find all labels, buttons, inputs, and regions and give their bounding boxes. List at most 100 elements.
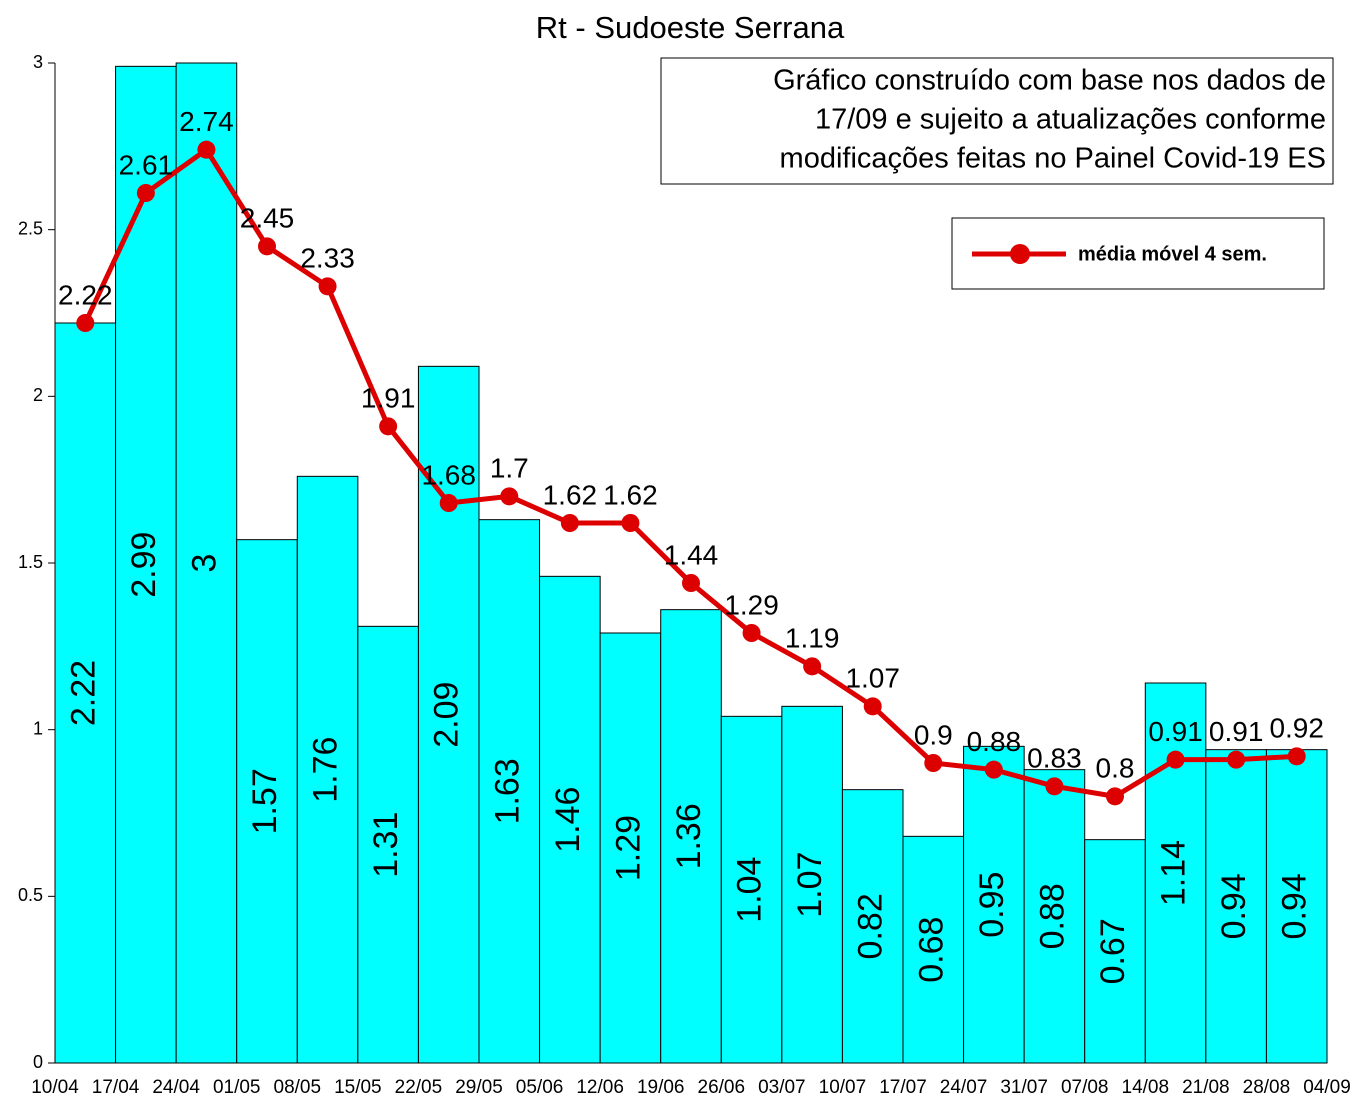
bar xyxy=(902,835,965,1064)
y-tick-label: 0 xyxy=(33,1052,43,1072)
bar-label: 1.07 xyxy=(791,852,829,918)
bar-label: 0.94 xyxy=(1215,873,1253,939)
x-tick-label: 07/08 xyxy=(1061,1077,1109,1098)
bar-label: 0.67 xyxy=(1094,918,1132,984)
bar xyxy=(1084,839,1146,1064)
x-tick-label: 24/07 xyxy=(940,1077,988,1098)
point-label: 2.33 xyxy=(300,243,355,274)
marker xyxy=(76,314,95,332)
marker xyxy=(136,184,155,202)
y-tick-label: 1 xyxy=(33,718,43,738)
marker xyxy=(1166,750,1185,769)
bar xyxy=(599,632,662,1064)
bar xyxy=(1265,749,1328,1064)
marker xyxy=(682,574,700,592)
marker xyxy=(1045,777,1064,796)
point-label: 2.61 xyxy=(119,149,174,180)
bar xyxy=(720,715,783,1064)
marker xyxy=(803,657,822,676)
bar xyxy=(841,789,904,1064)
x-tick-label: 29/05 xyxy=(455,1077,503,1098)
marker xyxy=(560,514,579,532)
bar-label: 1.46 xyxy=(549,787,587,853)
bar-label: 2.22 xyxy=(64,660,102,726)
point-label: 1.44 xyxy=(664,539,719,570)
point-label: 0.88 xyxy=(967,726,1022,757)
point-label: 1.07 xyxy=(845,663,900,694)
bar-label: 0.82 xyxy=(852,893,890,959)
bar-label: 1.14 xyxy=(1155,840,1193,906)
bar-label: 1.04 xyxy=(731,857,769,923)
point-label: 1.62 xyxy=(543,479,598,510)
marker xyxy=(258,237,276,256)
point-label: 1.91 xyxy=(361,383,416,414)
bar-label: 0.88 xyxy=(1033,883,1071,949)
x-tick-label: 19/06 xyxy=(637,1077,685,1098)
bar xyxy=(660,609,722,1064)
point-label: 0.83 xyxy=(1027,743,1082,774)
legend-marker xyxy=(1010,244,1030,264)
bar-label: 1.76 xyxy=(307,737,345,803)
bar-label: 2.99 xyxy=(125,532,163,598)
y-tick-label: 3 xyxy=(33,52,43,72)
bar xyxy=(781,705,843,1064)
x-tick-label: 10/04 xyxy=(31,1077,79,1098)
marker xyxy=(924,754,943,772)
point-label: 1.29 xyxy=(724,589,779,620)
bar-label: 1.29 xyxy=(609,815,647,881)
bar-label: 1.31 xyxy=(367,812,405,878)
x-tick-label: 14/08 xyxy=(1122,1077,1170,1098)
marker xyxy=(318,277,337,296)
marker xyxy=(379,417,398,436)
point-label: 2.45 xyxy=(240,203,295,234)
point-label: 0.8 xyxy=(1096,753,1135,784)
bar xyxy=(1144,682,1207,1064)
annotation-box xyxy=(660,57,1334,185)
x-tick-label: 03/07 xyxy=(758,1077,806,1098)
annotation-line: modificações feitas no Painel Covid-19 E… xyxy=(780,143,1326,175)
x-tick-label: 10/07 xyxy=(819,1077,867,1098)
point-label: 1.62 xyxy=(603,479,658,510)
bar-label: 1.36 xyxy=(670,803,708,869)
x-tick-label: 17/04 xyxy=(92,1077,140,1098)
bar-label: 1.63 xyxy=(488,758,526,824)
bar xyxy=(1205,749,1267,1064)
bar-label: 0.94 xyxy=(1276,873,1314,939)
point-label: 0.92 xyxy=(1269,713,1324,744)
bar xyxy=(539,575,601,1064)
bar-label: 0.95 xyxy=(973,872,1011,938)
point-label: 0.91 xyxy=(1148,716,1203,747)
bar-label: 2.09 xyxy=(428,682,466,748)
point-label: 1.19 xyxy=(785,623,840,654)
marker xyxy=(1106,787,1124,806)
x-tick-label: 01/05 xyxy=(213,1077,261,1098)
point-label: 2.22 xyxy=(58,279,113,310)
x-tick-label: 31/07 xyxy=(1000,1077,1048,1098)
marker xyxy=(197,140,216,159)
bar xyxy=(1023,769,1086,1064)
marker xyxy=(742,624,761,642)
x-tick-label: 15/05 xyxy=(334,1077,382,1098)
marker xyxy=(863,697,882,716)
bar-label: 1.57 xyxy=(246,768,284,834)
x-tick-label: 21/08 xyxy=(1182,1077,1230,1098)
y-tick-label: 0.5 xyxy=(18,885,43,905)
bar-label: 3 xyxy=(185,554,223,573)
x-tick-label: 22/05 xyxy=(395,1077,443,1098)
marker xyxy=(621,514,640,532)
annotation-line: Gráfico construído com base nos dados de xyxy=(773,65,1326,97)
y-tick-label: 1.5 xyxy=(18,552,43,572)
x-tick-label: 17/07 xyxy=(879,1077,927,1098)
x-tick-label: 24/04 xyxy=(152,1077,200,1098)
x-tick-label: 28/08 xyxy=(1243,1077,1291,1098)
marker xyxy=(1287,747,1306,766)
marker xyxy=(439,494,458,512)
legend-label: média móvel 4 sem. xyxy=(1078,243,1267,265)
bar xyxy=(296,475,359,1064)
marker xyxy=(500,487,519,506)
bar xyxy=(357,625,419,1064)
chart-title: Rt - Sudoeste Serrana xyxy=(536,10,845,45)
marker xyxy=(984,760,1003,779)
x-tick-label: 08/05 xyxy=(274,1077,322,1098)
